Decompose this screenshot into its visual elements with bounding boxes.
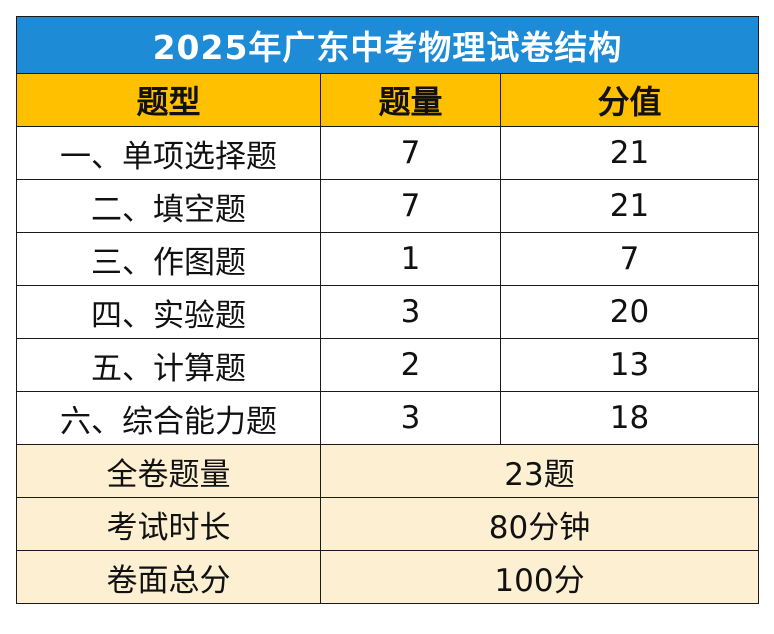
summary-row-total-questions: 全卷题量 23题 (16, 444, 759, 498)
exam-structure-container: 2025年广东中考物理试卷结构 题型 题量 分值 一、单项选择题 7 21 二、… (16, 16, 759, 618)
summary-row-total-score: 卷面总分 100分 (16, 550, 759, 604)
question-type-cell: 二、填空题 (16, 179, 321, 233)
table-row: 一、单项选择题 7 21 (16, 126, 759, 180)
question-score-cell: 21 (500, 179, 759, 233)
question-score-cell: 7 (500, 232, 759, 286)
question-count-cell: 3 (320, 391, 501, 445)
table-row: 四、实验题 3 20 (16, 285, 759, 339)
question-type-cell: 一、单项选择题 (16, 126, 321, 180)
header-count: 题量 (320, 73, 501, 127)
question-score-cell: 20 (500, 285, 759, 339)
exam-structure-table: 2025年广东中考物理试卷结构 题型 题量 分值 一、单项选择题 7 21 二、… (16, 16, 759, 604)
question-count-cell: 2 (320, 338, 501, 392)
summary-label: 卷面总分 (16, 550, 321, 604)
summary-value: 100分 (320, 550, 759, 604)
table-title: 2025年广东中考物理试卷结构 (16, 16, 759, 74)
table-row: 二、填空题 7 21 (16, 179, 759, 233)
header-score: 分值 (500, 73, 759, 127)
question-count-cell: 7 (320, 126, 501, 180)
summary-row-exam-duration: 考试时长 80分钟 (16, 497, 759, 551)
question-score-cell: 21 (500, 126, 759, 180)
question-score-cell: 13 (500, 338, 759, 392)
summary-value: 23题 (320, 444, 759, 498)
question-type-cell: 五、计算题 (16, 338, 321, 392)
table-row: 五、计算题 2 13 (16, 338, 759, 392)
title-row: 2025年广东中考物理试卷结构 (16, 16, 759, 74)
header-row: 题型 题量 分值 (16, 73, 759, 127)
summary-label: 考试时长 (16, 497, 321, 551)
question-type-cell: 六、综合能力题 (16, 391, 321, 445)
summary-value: 80分钟 (320, 497, 759, 551)
question-count-cell: 7 (320, 179, 501, 233)
question-type-cell: 四、实验题 (16, 285, 321, 339)
table-row: 三、作图题 1 7 (16, 232, 759, 286)
question-score-cell: 18 (500, 391, 759, 445)
table-row: 六、综合能力题 3 18 (16, 391, 759, 445)
question-count-cell: 1 (320, 232, 501, 286)
summary-label: 全卷题量 (16, 444, 321, 498)
question-count-cell: 3 (320, 285, 501, 339)
question-type-cell: 三、作图题 (16, 232, 321, 286)
header-type: 题型 (16, 73, 321, 127)
